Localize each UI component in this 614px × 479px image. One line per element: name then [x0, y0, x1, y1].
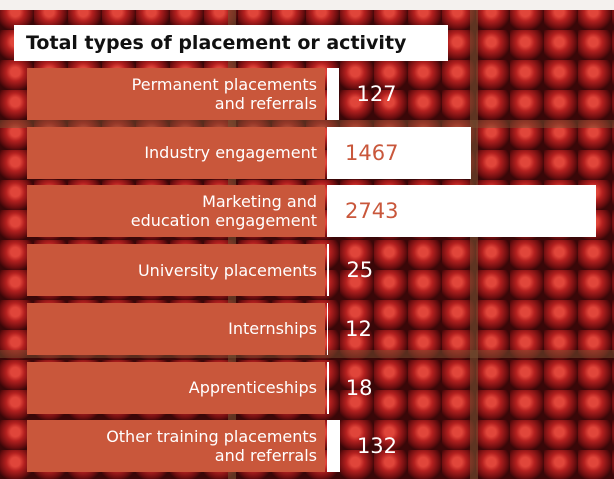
bar	[327, 68, 339, 120]
value-label: 2743	[345, 185, 398, 237]
chart-title: Total types of placement or activity	[14, 25, 448, 61]
category-label: Other training placements and referrals	[27, 420, 325, 472]
bar	[327, 420, 340, 472]
infographic: Total types of placement or activity Per…	[0, 0, 614, 479]
value-label: 18	[346, 362, 373, 414]
category-label: Marketing and education engagement	[27, 185, 325, 237]
value-label: 1467	[345, 127, 398, 179]
value-label: 132	[357, 420, 397, 472]
bar	[327, 303, 328, 355]
category-label: University placements	[27, 244, 325, 296]
value-label: 12	[345, 303, 372, 355]
bar	[327, 362, 329, 414]
value-label: 127	[356, 68, 396, 120]
bar	[327, 244, 329, 296]
top-band	[0, 0, 614, 10]
category-label: Apprenticeships	[27, 362, 325, 414]
category-label: Industry engagement	[27, 127, 325, 179]
category-label: Permanent placements and referrals	[27, 68, 325, 120]
category-label: Internships	[27, 303, 325, 355]
value-label: 25	[346, 244, 373, 296]
